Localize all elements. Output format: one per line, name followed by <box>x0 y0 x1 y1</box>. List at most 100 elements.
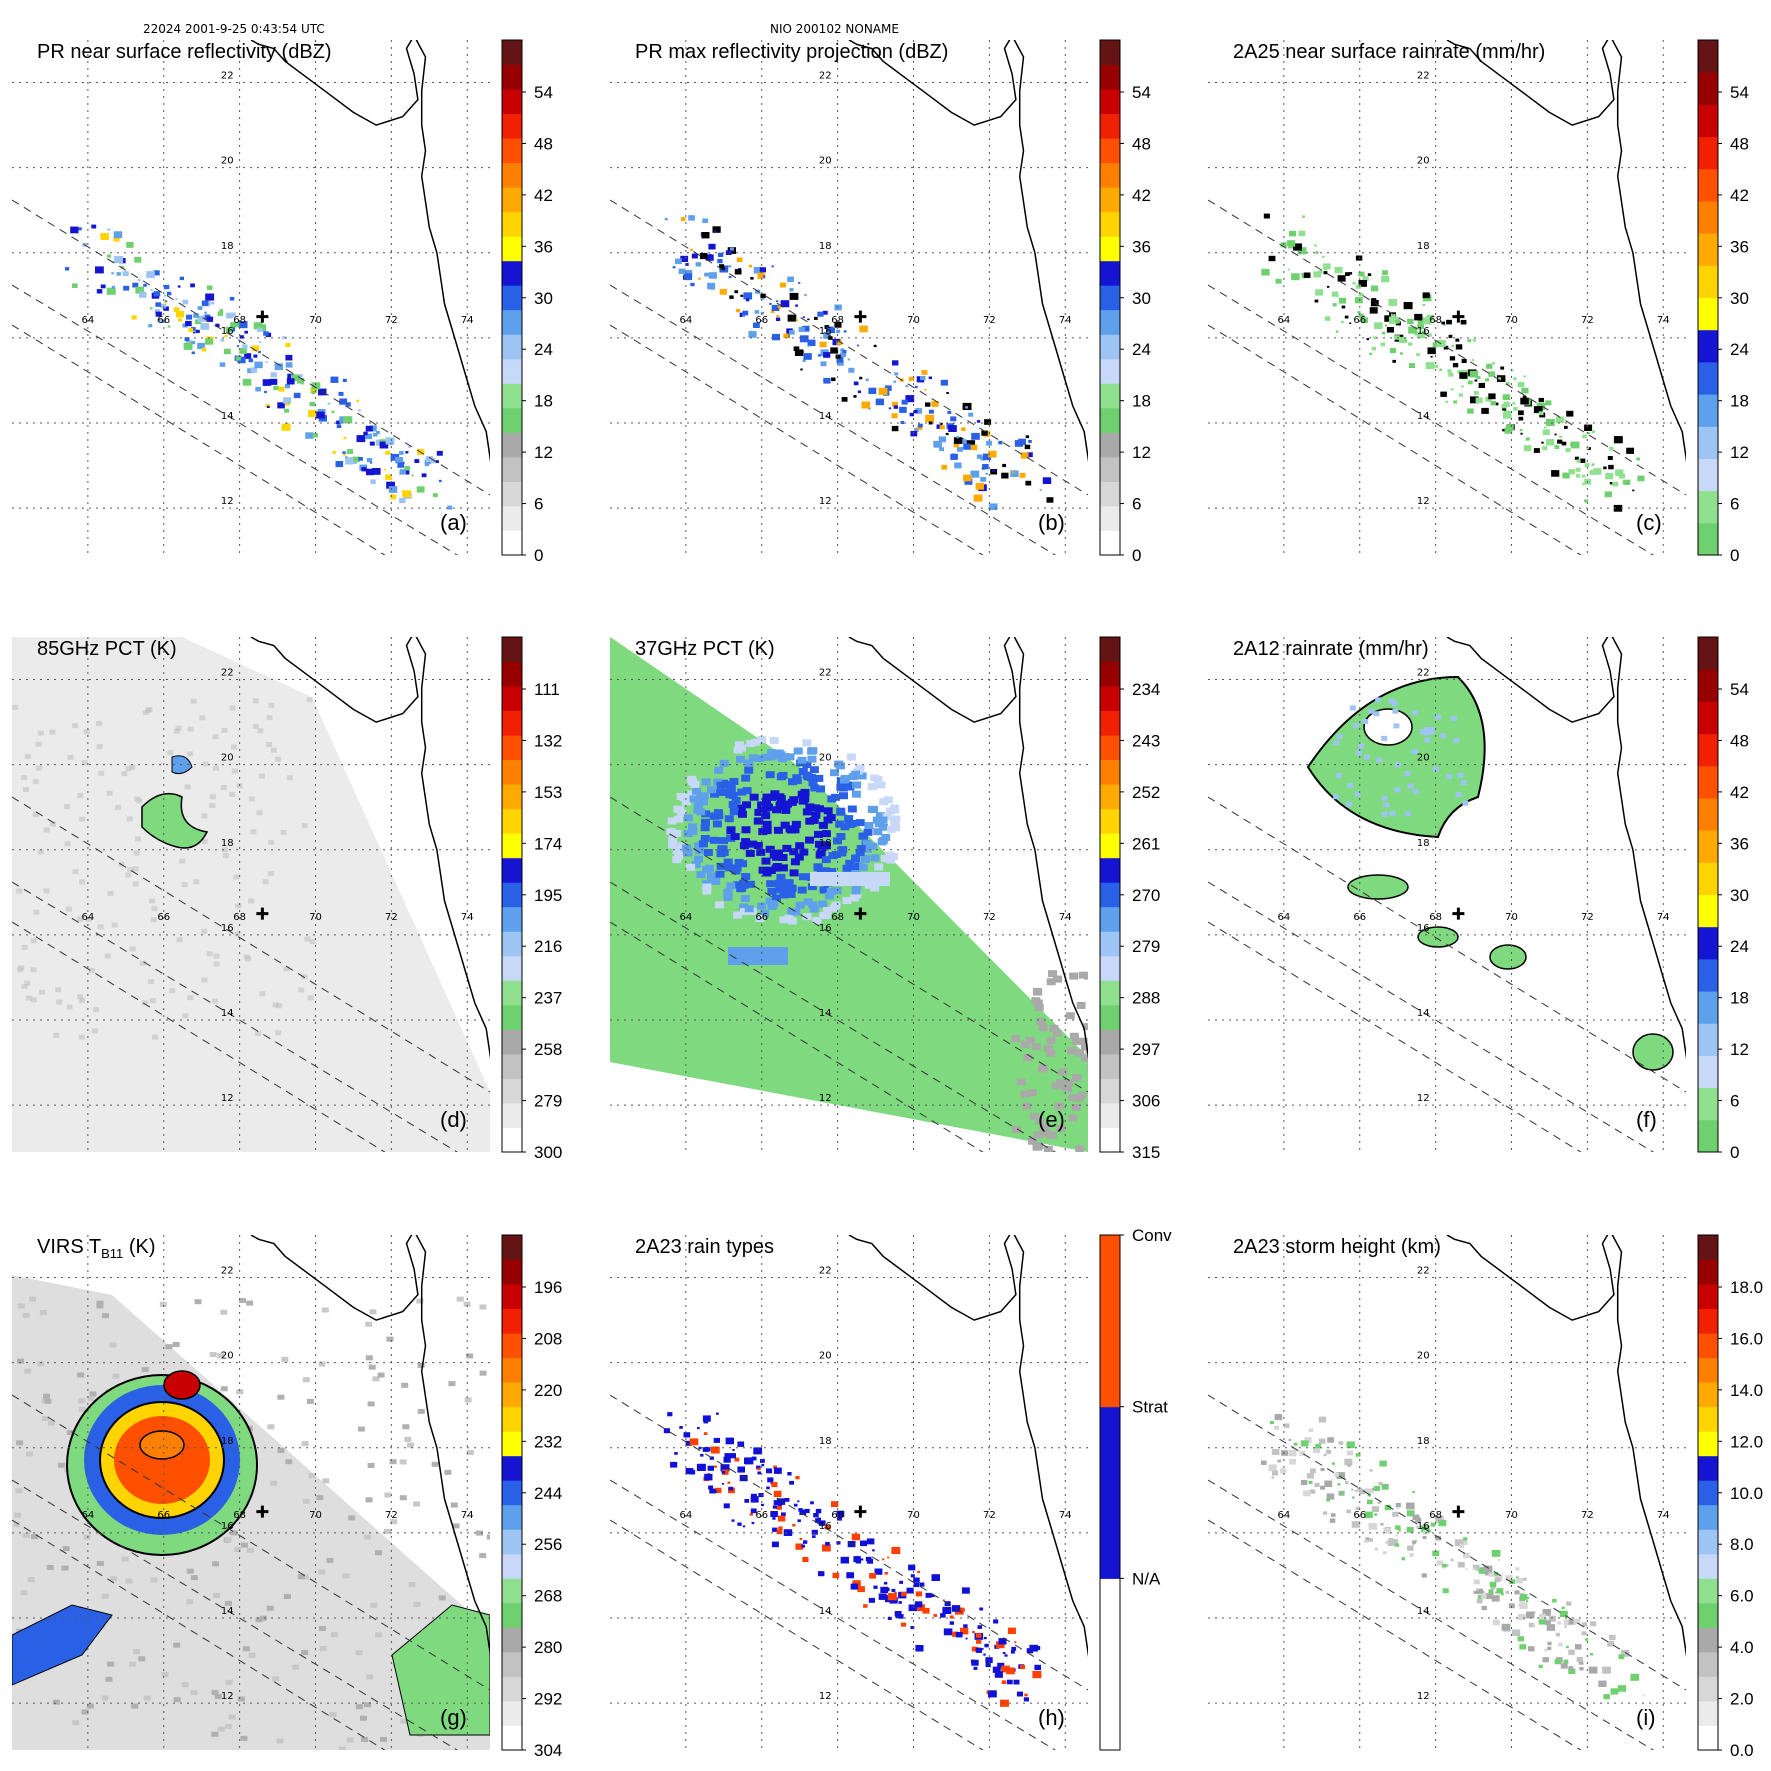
rain-pixel <box>737 1441 745 1447</box>
rain-pixel <box>1337 275 1346 282</box>
rain-pixel <box>1407 1545 1414 1551</box>
rain-pixel <box>873 344 877 348</box>
rain-pixel <box>1408 342 1413 346</box>
rain-pixel <box>1303 272 1311 278</box>
rain-pixel <box>1460 319 1467 325</box>
land-pixel <box>1054 1102 1064 1110</box>
rain-pixel <box>945 432 949 436</box>
colorbar-segment <box>1698 733 1718 767</box>
rain-pixel <box>710 1446 720 1454</box>
lat-tick-label: 18 <box>221 1436 234 1447</box>
rain-pixel <box>965 1637 968 1640</box>
rain-pixel <box>1576 459 1581 463</box>
rain-pixel <box>891 425 899 432</box>
panel-letter: (i) <box>1636 1705 1656 1730</box>
colorbar-tick-label: 304 <box>534 1741 562 1760</box>
rain-pixel <box>207 285 213 290</box>
rain-pixel <box>1548 1615 1556 1622</box>
colorbar-segment <box>502 1431 522 1457</box>
rain-pixel <box>1615 469 1624 476</box>
colorbar-tick-label: 6 <box>1730 495 1739 514</box>
rain-pixel <box>1379 1460 1387 1467</box>
rain-pixel <box>956 436 960 439</box>
pct-pixel <box>683 814 693 822</box>
lat-tick-label: 22 <box>819 1266 832 1277</box>
lat-tick-label: 22 <box>221 71 234 82</box>
rain-pixel <box>200 322 209 330</box>
virs-pixel <box>365 1321 373 1327</box>
rain-pixel <box>120 266 124 269</box>
colorbar-tick-label: 268 <box>534 1587 562 1606</box>
pct-pixel <box>717 845 727 853</box>
colorbar-segment <box>502 1455 522 1481</box>
pct-pixel <box>734 741 744 749</box>
colorbar-segment <box>1698 1504 1718 1530</box>
pct-pixel <box>762 793 772 801</box>
colorbar-tick-label: 0.0 <box>1730 1741 1754 1760</box>
pct-pixel <box>39 989 46 995</box>
pct-pixel <box>257 728 264 734</box>
rain-pixel <box>356 435 366 443</box>
pct-pixel <box>248 796 255 802</box>
rain-pixel <box>356 399 360 402</box>
rain-pixel <box>773 1467 782 1474</box>
rain-pixel <box>928 421 933 425</box>
colorbar-segment <box>502 955 522 981</box>
pct-pixel <box>746 740 756 748</box>
rain-pixel <box>801 1544 805 1548</box>
pct-pixel <box>43 888 50 894</box>
rain-pixel <box>968 412 974 417</box>
virs-band <box>12 1604 113 1686</box>
colorbar-segment <box>1698 265 1718 298</box>
virs-pixel <box>413 1501 421 1507</box>
pct-pixel <box>891 824 901 832</box>
rain-pixel <box>914 1601 923 1608</box>
rain-pixel <box>385 437 395 445</box>
rain-pixel <box>983 453 992 461</box>
virs-pixel <box>355 1650 363 1656</box>
rain-pixel <box>1473 1567 1476 1570</box>
rain-pixel <box>798 282 801 284</box>
rain-pixel <box>1446 774 1453 780</box>
rain-pixel <box>1373 711 1380 717</box>
rain-pixel <box>957 447 963 452</box>
rain-pixel <box>1357 311 1361 314</box>
pct-pixel <box>248 898 255 904</box>
rain-pixel <box>894 1611 902 1617</box>
rain-pixel <box>1500 366 1505 370</box>
rain-pixel <box>868 1597 875 1603</box>
rain-pixel <box>179 276 184 281</box>
pct-pixel <box>858 832 868 840</box>
rain-pixel <box>1505 1575 1512 1580</box>
swath-edge <box>1208 1394 1686 1691</box>
pct-pixel <box>98 770 105 776</box>
virs-pixel <box>78 1398 86 1404</box>
rain-pixel <box>1476 1598 1483 1604</box>
land-pixel <box>1066 1047 1076 1055</box>
rain-pixel <box>278 386 285 392</box>
rain-pixel <box>1301 215 1306 218</box>
lon-tick-label: 68 <box>233 912 246 923</box>
lon-tick-label: 66 <box>755 315 768 326</box>
virs-pixel <box>326 1557 334 1563</box>
lat-tick-label: 16 <box>1417 326 1430 337</box>
rain-pixel <box>1489 1581 1497 1588</box>
rain-pixel <box>685 263 689 266</box>
rain-pixel <box>365 425 373 432</box>
rain-pixel <box>1513 377 1517 380</box>
rain-pixel <box>1504 427 1513 434</box>
coastline <box>1013 637 1088 1060</box>
rain-pixel <box>225 326 233 333</box>
rain-pixel <box>404 466 410 471</box>
lat-tick-label: 14 <box>819 411 832 422</box>
virs-pixel <box>292 1664 300 1670</box>
rain-pixel <box>965 406 969 409</box>
lat-tick-label: 16 <box>819 1521 832 1532</box>
rain-pixel <box>285 342 291 348</box>
rain-pixel <box>1509 1579 1516 1584</box>
colorbar-segment <box>1698 329 1718 363</box>
rain-pixel <box>915 1591 923 1597</box>
rain-pixel <box>1450 715 1457 721</box>
rain-pixel <box>1491 1595 1500 1602</box>
pct-pixel <box>133 850 140 856</box>
